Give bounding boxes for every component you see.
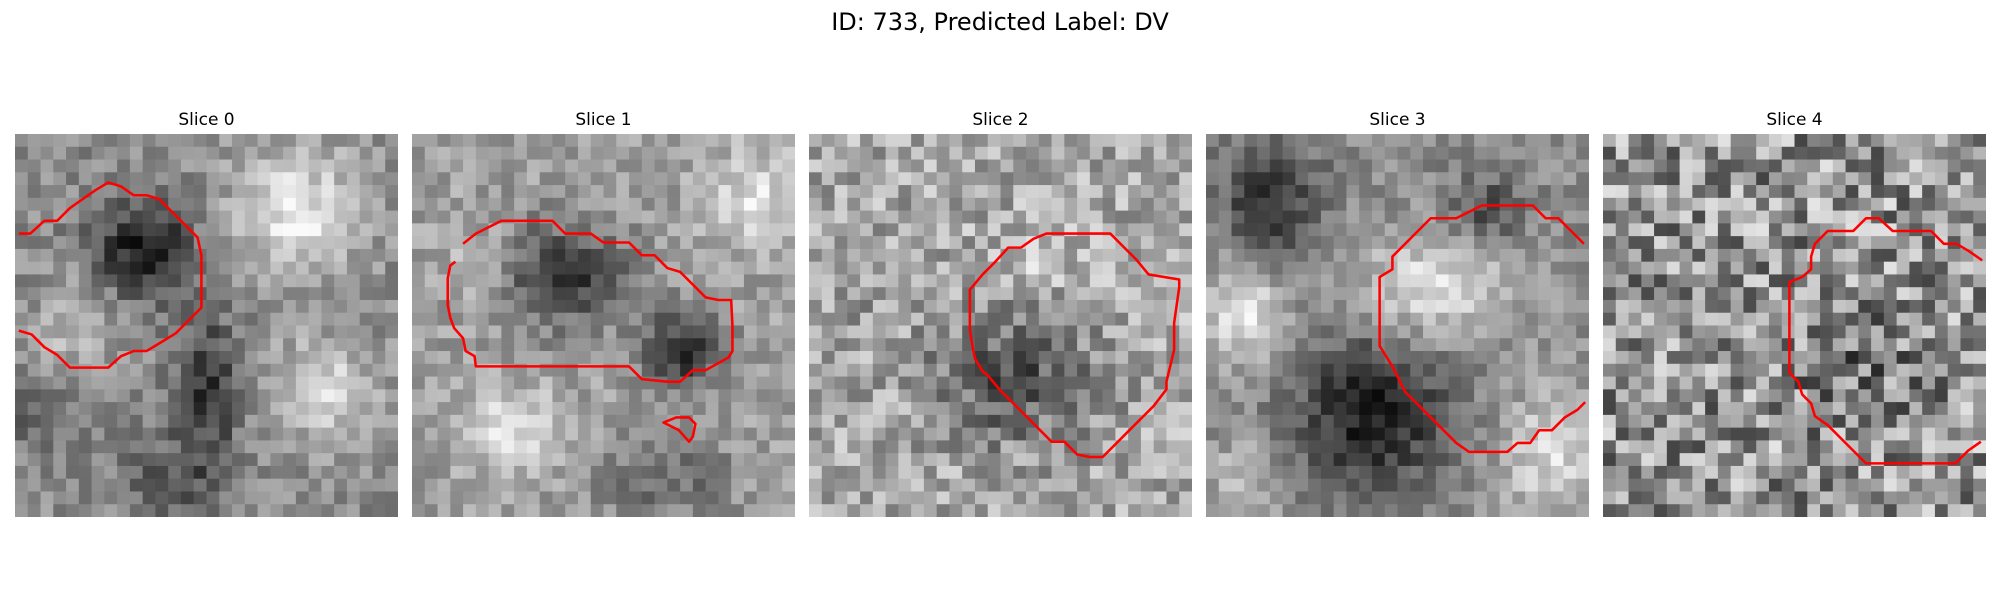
slice-image-1 (412, 134, 795, 517)
slice-title-3: Slice 3 (1369, 110, 1426, 130)
contour-1-0 (446, 219, 734, 383)
slice-title-0: Slice 0 (178, 110, 235, 130)
slice-image-2 (809, 134, 1192, 517)
contour-3-0 (1378, 204, 1587, 454)
slice-title-1: Slice 1 (575, 110, 632, 130)
contour-4-0 (1788, 216, 1983, 465)
slice-title-4: Slice 4 (1766, 110, 1823, 130)
slice-image-4 (1603, 134, 1986, 517)
slice-panel-3: Slice 3 (1206, 104, 1589, 518)
contour-2-0 (968, 232, 1181, 459)
slice-panel-2: Slice 2 (809, 104, 1192, 518)
contour-1-1 (662, 416, 697, 443)
slice-panel-4: Slice 4 (1603, 104, 1986, 518)
slice-image-0 (15, 134, 398, 517)
slice-title-2: Slice 2 (972, 110, 1029, 130)
contour-0-0 (18, 181, 203, 369)
figure-title: ID: 733, Predicted Label: DV (831, 8, 1169, 36)
slice-image-3 (1206, 134, 1589, 517)
slice-panel-1: Slice 1 (412, 104, 795, 518)
slice-panel-0: Slice 0 (15, 104, 398, 518)
